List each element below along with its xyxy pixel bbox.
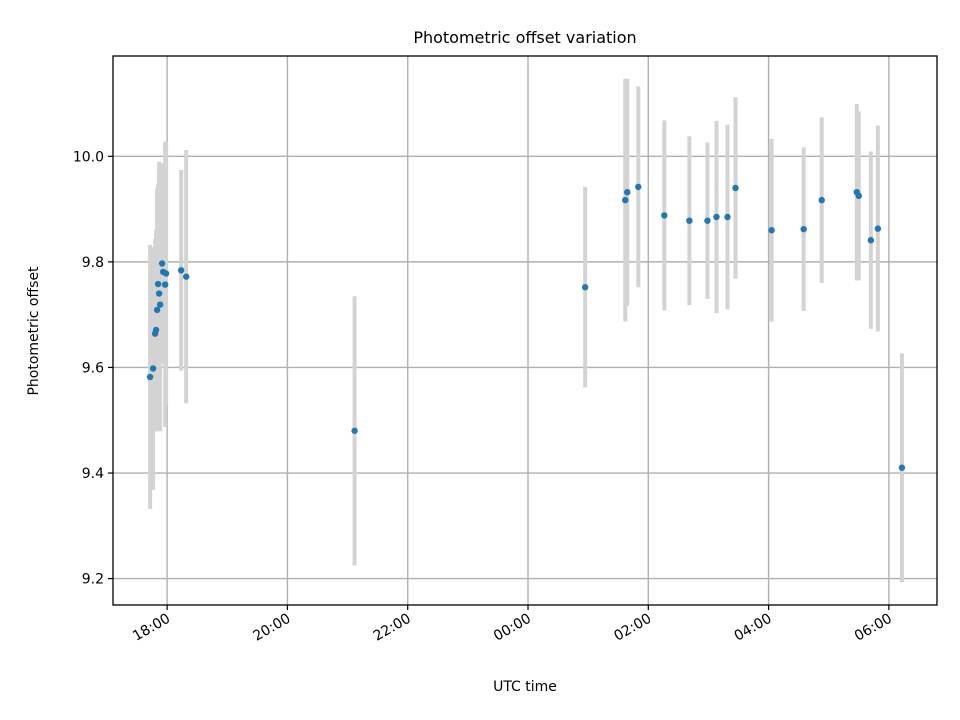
data-point bbox=[154, 280, 162, 288]
data-point bbox=[177, 267, 185, 274]
chart-title: Photometric offset variation bbox=[413, 28, 636, 47]
data-point bbox=[874, 225, 882, 232]
data-point bbox=[162, 270, 170, 277]
data-point bbox=[724, 213, 731, 221]
data-point bbox=[661, 212, 668, 219]
data-point bbox=[161, 281, 169, 288]
data-point bbox=[149, 365, 157, 372]
data-point bbox=[156, 301, 164, 308]
data-point bbox=[768, 227, 775, 234]
data-point bbox=[182, 273, 190, 280]
data-point bbox=[158, 260, 166, 267]
y-tick-label: 10.0 bbox=[73, 149, 104, 165]
data-point bbox=[635, 183, 642, 191]
y-axis-label: Photometric offset bbox=[26, 266, 42, 396]
data-point bbox=[855, 192, 863, 200]
data-point bbox=[155, 290, 163, 297]
y-tick-label: 9.6 bbox=[82, 360, 104, 376]
data-point bbox=[152, 326, 160, 334]
y-tick-label: 9.2 bbox=[82, 572, 104, 588]
plot-frame bbox=[112, 55, 938, 606]
data-point bbox=[713, 213, 720, 221]
data-point bbox=[624, 188, 631, 196]
data-point bbox=[581, 284, 589, 291]
grid-lines bbox=[113, 56, 937, 605]
data-point bbox=[867, 237, 875, 244]
data-point bbox=[146, 373, 154, 381]
data-point bbox=[622, 196, 629, 204]
data-point bbox=[153, 306, 161, 314]
data-points bbox=[146, 183, 906, 471]
data-point bbox=[818, 196, 825, 204]
y-tick-label: 9.8 bbox=[82, 255, 104, 271]
data-point bbox=[686, 217, 693, 224]
x-axis-label: UTC time bbox=[493, 679, 557, 695]
y-tick-label: 9.4 bbox=[82, 466, 104, 482]
data-point bbox=[704, 217, 711, 224]
data-point bbox=[351, 427, 358, 434]
data-point bbox=[898, 464, 906, 471]
data-point bbox=[800, 225, 807, 233]
data-point bbox=[732, 184, 739, 192]
